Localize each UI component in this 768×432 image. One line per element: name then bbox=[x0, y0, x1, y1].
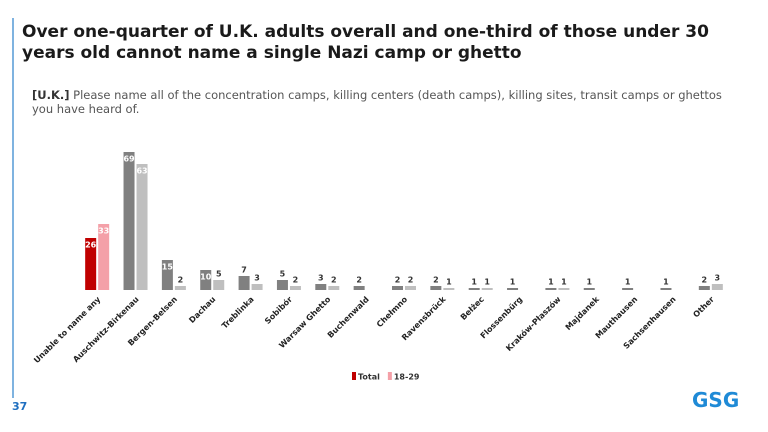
bar bbox=[200, 270, 212, 290]
value-label: 3 bbox=[254, 274, 260, 283]
bar bbox=[328, 286, 340, 290]
x-tick-label: Sobibór bbox=[262, 294, 294, 326]
legend-swatch bbox=[352, 372, 356, 380]
bar bbox=[583, 288, 595, 290]
bar bbox=[545, 288, 557, 290]
value-label: 1 bbox=[586, 278, 592, 287]
bar bbox=[161, 260, 173, 290]
legend-label: 18-29 bbox=[394, 373, 420, 382]
value-label: 7 bbox=[241, 266, 247, 275]
bar bbox=[443, 288, 455, 290]
subtitle: [U.K.] Please name all of the concentrat… bbox=[32, 88, 742, 116]
value-label: 2 bbox=[395, 276, 401, 285]
bar bbox=[481, 288, 493, 290]
chart-title: Over one-quarter of U.K. adults overall … bbox=[22, 22, 709, 63]
bar bbox=[711, 284, 723, 290]
legend-swatch bbox=[387, 372, 392, 380]
value-label: 69 bbox=[123, 155, 135, 164]
bar bbox=[468, 288, 480, 290]
value-label: 1 bbox=[548, 278, 554, 287]
legend-label: Total bbox=[358, 373, 380, 382]
x-tick-label: Treblinka bbox=[220, 295, 256, 331]
value-label: 2 bbox=[331, 276, 337, 285]
bar bbox=[251, 284, 263, 290]
bar bbox=[276, 280, 288, 290]
bar bbox=[98, 224, 110, 290]
bar bbox=[353, 286, 365, 290]
x-tick-label: Chełmno bbox=[375, 294, 410, 329]
value-label: 5 bbox=[216, 270, 222, 279]
bar bbox=[238, 276, 250, 290]
x-tick-label: Buchenwald bbox=[326, 295, 371, 340]
x-tick-label: Other bbox=[691, 295, 716, 320]
bar bbox=[213, 280, 225, 290]
x-tick-label: Auschwitz-Birkenau bbox=[71, 295, 141, 365]
value-label: 1 bbox=[446, 278, 452, 287]
bar bbox=[622, 288, 634, 290]
bar bbox=[315, 284, 327, 290]
side-rule bbox=[12, 18, 14, 398]
bar bbox=[558, 288, 570, 290]
value-label: 3 bbox=[715, 274, 721, 283]
value-label: 1 bbox=[510, 278, 516, 287]
bar bbox=[660, 288, 672, 290]
bar bbox=[430, 286, 442, 290]
value-label: 2 bbox=[433, 276, 439, 285]
bar bbox=[123, 152, 135, 290]
bar bbox=[289, 286, 301, 290]
value-label: 1 bbox=[663, 278, 669, 287]
value-label: 1 bbox=[471, 278, 477, 287]
subtitle-tag: [U.K.] bbox=[32, 88, 70, 102]
bar bbox=[85, 238, 97, 290]
bar bbox=[405, 286, 416, 290]
bar bbox=[136, 164, 148, 290]
value-label: 1 bbox=[484, 278, 490, 287]
bar bbox=[392, 286, 403, 290]
logo: GSG bbox=[692, 388, 740, 412]
value-label: 10 bbox=[200, 273, 212, 282]
value-label: 2 bbox=[702, 276, 708, 285]
value-label: 2 bbox=[178, 276, 184, 285]
value-label: 26 bbox=[85, 241, 97, 250]
x-tick-label: Dachau bbox=[187, 295, 217, 325]
value-label: 33 bbox=[98, 227, 109, 236]
x-tick-label: Bełżec bbox=[459, 295, 486, 322]
x-tick-label: Majdanek bbox=[564, 294, 602, 332]
value-label: 63 bbox=[136, 167, 147, 176]
bar bbox=[698, 286, 710, 290]
value-label: 3 bbox=[318, 274, 324, 283]
value-label: 2 bbox=[293, 276, 299, 285]
value-label: 1 bbox=[625, 278, 631, 287]
bar bbox=[507, 288, 519, 290]
value-label: 15 bbox=[162, 263, 174, 272]
page-number: 37 bbox=[12, 400, 28, 413]
value-label: 1 bbox=[561, 278, 567, 287]
value-label: 2 bbox=[356, 276, 362, 285]
bar bbox=[174, 286, 186, 290]
x-tick-label: Unable to name any bbox=[32, 294, 103, 365]
value-label: 5 bbox=[280, 270, 286, 279]
subtitle-text: Please name all of the concentration cam… bbox=[32, 88, 722, 116]
value-label: 2 bbox=[408, 276, 414, 285]
